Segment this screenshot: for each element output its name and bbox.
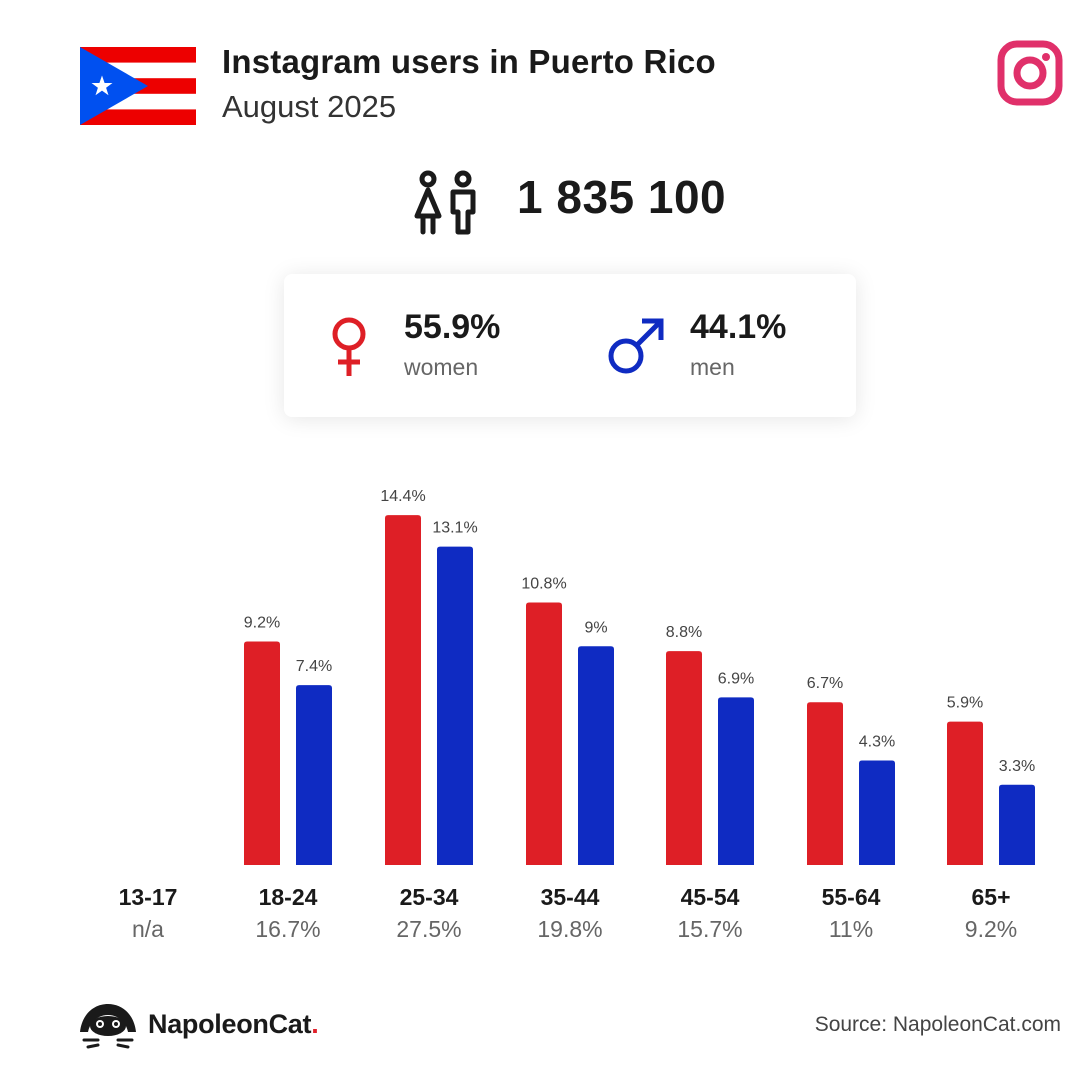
male-icon [608, 318, 664, 374]
age-label-18-24: 18-24 [258, 884, 318, 910]
napoleoncat-logo-icon [80, 1004, 136, 1049]
female-icon [332, 317, 366, 376]
age-gender-bar-chart: 9.2% 7.4% 14.4% 13.1% 10.8% 9% 8.8% 6.9% 6.7% 4.3… [244, 488, 1035, 865]
bar-men-45-54 [718, 697, 754, 865]
bar-women-45-54 [666, 651, 702, 865]
source-credit: Source: NapoleonCat.com [814, 1013, 1061, 1036]
age-label-13-17: 13-17 [118, 884, 178, 910]
data-label-men-55-64: 4.3% [859, 734, 895, 751]
data-label-men-35-44: 9% [584, 619, 607, 636]
women-percent: 55.9% [404, 308, 501, 346]
brand-text: NapoleonCat [148, 1009, 312, 1039]
data-label-men-25-34: 13.1% [432, 520, 477, 537]
age-label-45-54: 45-54 [680, 884, 740, 910]
users-icon [414, 170, 476, 235]
bar-women-35-44 [526, 602, 562, 865]
women-label: women [404, 354, 479, 380]
bar-women-65+ [947, 721, 983, 865]
data-label-women-35-44: 10.8% [521, 576, 566, 593]
bar-women-25-34 [385, 515, 421, 865]
age-total-13-17: n/a [132, 916, 164, 942]
age-total-18-24: 16.7% [255, 916, 321, 942]
age-total-45-54: 15.7% [677, 916, 743, 942]
age-total-25-34: 27.5% [396, 916, 462, 942]
age-label-55-64: 55-64 [821, 884, 881, 910]
data-label-men-45-54: 6.9% [718, 670, 754, 687]
data-label-women-65+: 5.9% [947, 695, 983, 712]
brand-dot: . [311, 1009, 319, 1039]
data-label-men-18-24: 7.4% [296, 658, 332, 675]
data-label-women-25-34: 14.4% [380, 488, 425, 505]
data-label-women-55-64: 6.7% [807, 675, 843, 692]
bar-women-55-64 [807, 702, 843, 865]
bar-men-65+ [999, 784, 1035, 865]
age-label-35-44: 35-44 [540, 884, 600, 910]
data-label-women-18-24: 9.2% [244, 614, 280, 631]
bar-men-18-24 [296, 685, 332, 865]
page-subtitle: August 2025 [222, 89, 397, 124]
men-label: men [690, 354, 735, 380]
page-title: Instagram users in Puerto Rico [222, 43, 716, 80]
men-percent: 44.1% [690, 308, 787, 346]
brand-name: NapoleonCat. [148, 1009, 319, 1040]
bar-men-35-44 [578, 646, 614, 865]
data-label-men-65+: 3.3% [999, 758, 1035, 775]
age-total-35-44: 19.8% [537, 916, 603, 942]
age-label-65+: 65+ [971, 884, 1011, 910]
total-users: 1 835 100 [517, 171, 727, 223]
puerto-rico-flag [80, 47, 196, 125]
age-total-65+: 9.2% [964, 916, 1018, 942]
bar-women-18-24 [244, 641, 280, 865]
bar-men-25-34 [437, 546, 473, 865]
bar-men-55-64 [859, 760, 895, 865]
age-total-55-64: 11% [828, 916, 874, 942]
gender-split-card [284, 274, 856, 417]
instagram-icon [997, 40, 1063, 106]
data-label-women-45-54: 8.8% [666, 624, 702, 641]
age-label-25-34: 25-34 [399, 884, 459, 910]
